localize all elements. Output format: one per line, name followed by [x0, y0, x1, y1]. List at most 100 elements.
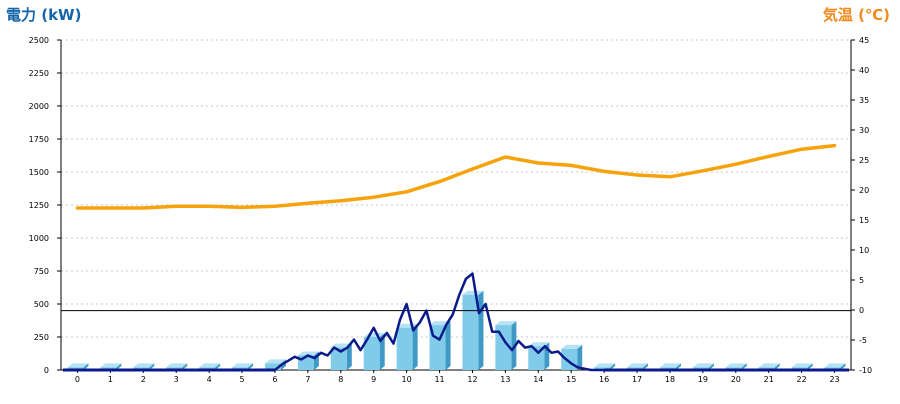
bar-side [807, 363, 813, 370]
bar-top [67, 363, 89, 368]
right-axis-title: 気温 (℃) [822, 6, 890, 24]
bar-top [692, 363, 714, 368]
bar-top [100, 363, 122, 368]
bar [264, 363, 281, 370]
bar-top [659, 363, 681, 368]
bar-side [346, 343, 352, 370]
bar-top [561, 344, 583, 349]
left-tick-label: 2000 [29, 102, 49, 111]
right-tick-label: 40 [859, 66, 869, 75]
power-line [274, 272, 605, 372]
right-tick-label: 10 [859, 246, 869, 255]
bar-top [824, 363, 846, 368]
bar-side [675, 363, 681, 370]
bar-top [495, 321, 517, 326]
left-tick-label: 2500 [29, 36, 49, 45]
bar-top [758, 363, 780, 368]
bar-side [182, 363, 188, 370]
x-tick-label: 13 [500, 375, 510, 384]
bar [363, 337, 380, 370]
x-tick-label: 12 [467, 375, 477, 384]
bar-side [248, 363, 254, 370]
right-tick-label: 0 [859, 306, 864, 315]
bar-top [133, 363, 155, 368]
right-tick-label: 35 [859, 96, 869, 105]
left-tick-label: 2250 [29, 69, 49, 78]
right-tick-label: 45 [859, 36, 869, 45]
bar-side [577, 344, 583, 370]
bar-top [791, 363, 813, 368]
x-tick-label: 14 [533, 375, 543, 384]
x-tick-label: 16 [599, 375, 609, 384]
bar [495, 325, 512, 370]
left-tick-label: 1750 [29, 135, 49, 144]
x-tick-label: 17 [632, 375, 642, 384]
bar [396, 327, 413, 370]
bar-side [445, 321, 451, 370]
bar-side [478, 290, 484, 370]
bar-side [379, 333, 385, 370]
bar-side [774, 363, 780, 370]
left-tick-label: 500 [34, 300, 49, 309]
x-tick-label: 21 [764, 375, 774, 384]
right-tick-label: 30 [859, 126, 869, 135]
bar-side [412, 323, 418, 370]
x-tick-label: 19 [698, 375, 708, 384]
temperature-line [75, 143, 837, 210]
x-tick-label: 2 [141, 375, 146, 384]
bar [462, 294, 479, 370]
bar-side [708, 363, 714, 370]
bar-top [594, 363, 616, 368]
bar-top [199, 363, 221, 368]
left-tick-label: 250 [34, 333, 49, 342]
bar-side [149, 363, 155, 370]
x-tick-label: 1 [108, 375, 113, 384]
x-tick-label: 0 [75, 375, 80, 384]
bar-side [840, 363, 846, 370]
x-tick-label: 11 [434, 375, 444, 384]
x-tick-label: 6 [272, 375, 277, 384]
x-tick-label: 22 [797, 375, 807, 384]
bar [594, 367, 611, 370]
left-tick-label: 750 [34, 267, 49, 276]
left-tick-label: 1250 [29, 201, 49, 210]
x-tick-label: 7 [305, 375, 310, 384]
bar-top [725, 363, 747, 368]
right-tick-label: -5 [859, 336, 867, 345]
x-tick-label: 20 [731, 375, 741, 384]
x-tick-label: 9 [371, 375, 376, 384]
bar-side [741, 363, 747, 370]
bar-top [330, 343, 352, 348]
bar-side [643, 363, 649, 370]
bar-side [83, 363, 89, 370]
bar-top [462, 290, 484, 295]
right-tick-label: 5 [859, 276, 864, 285]
x-tick-label: 10 [402, 375, 412, 384]
x-tick-label: 3 [174, 375, 179, 384]
bar-top [297, 351, 319, 356]
x-tick-label: 4 [207, 375, 212, 384]
bar-top [166, 363, 188, 368]
left-tick-label: 0 [44, 366, 49, 375]
bar-side [610, 363, 616, 370]
bar-top [528, 342, 550, 347]
right-tick-label: 20 [859, 186, 869, 195]
left-tick-label: 1500 [29, 168, 49, 177]
bar-side [116, 363, 122, 370]
bar-top [627, 363, 649, 368]
right-tick-label: -10 [859, 366, 872, 375]
x-tick-label: 15 [566, 375, 576, 384]
right-tick-label: 25 [859, 156, 869, 165]
left-axis-title: 電力 (kW) [6, 6, 82, 24]
left-tick-label: 1000 [29, 234, 49, 243]
x-tick-label: 8 [338, 375, 343, 384]
x-tick-label: 5 [239, 375, 244, 384]
x-tick-label: 18 [665, 375, 675, 384]
bar-top [232, 363, 254, 368]
right-tick-label: 15 [859, 216, 869, 225]
x-tick-label: 23 [829, 375, 839, 384]
bar-top [264, 359, 286, 364]
bar [330, 347, 347, 370]
